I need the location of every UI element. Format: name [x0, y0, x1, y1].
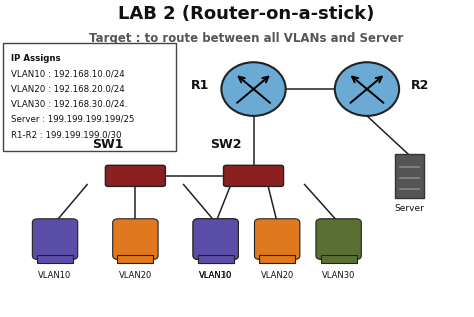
Text: IP Assigns: IP Assigns: [11, 54, 61, 63]
Text: SW1: SW1: [92, 139, 124, 152]
Text: VLAN10 : 192.168.10.0/24: VLAN10 : 192.168.10.0/24: [11, 69, 125, 79]
FancyBboxPatch shape: [316, 219, 361, 260]
Ellipse shape: [335, 62, 399, 116]
Text: VLAN30: VLAN30: [199, 270, 232, 280]
FancyBboxPatch shape: [395, 154, 424, 197]
FancyBboxPatch shape: [255, 219, 300, 260]
Ellipse shape: [221, 62, 286, 116]
FancyBboxPatch shape: [198, 255, 234, 263]
FancyBboxPatch shape: [224, 165, 283, 186]
FancyBboxPatch shape: [113, 219, 158, 260]
Text: Server : 199.199.199.199/25: Server : 199.199.199.199/25: [11, 115, 135, 124]
FancyBboxPatch shape: [198, 255, 234, 263]
Text: R2: R2: [411, 80, 429, 93]
Text: VLAN20 : 192.168.20.0/24: VLAN20 : 192.168.20.0/24: [11, 85, 125, 94]
FancyBboxPatch shape: [193, 219, 238, 260]
FancyBboxPatch shape: [118, 255, 154, 263]
Text: VLAN10: VLAN10: [38, 270, 72, 280]
Text: R1: R1: [191, 80, 210, 93]
FancyBboxPatch shape: [32, 219, 78, 260]
Text: VLAN30 : 192.168.30.0/24.: VLAN30 : 192.168.30.0/24.: [11, 100, 128, 109]
Text: VLAN20: VLAN20: [119, 270, 152, 280]
Text: VLAN30: VLAN30: [322, 270, 356, 280]
Text: Server: Server: [394, 204, 424, 213]
Text: SW2: SW2: [210, 139, 242, 152]
Text: Target : to route between all VLANs and Server: Target : to route between all VLANs and …: [89, 32, 404, 45]
FancyBboxPatch shape: [320, 255, 356, 263]
Text: R1-R2 : 199.199.199.0/30: R1-R2 : 199.199.199.0/30: [11, 130, 122, 139]
FancyBboxPatch shape: [37, 255, 73, 263]
Text: LAB 2 (Router-on-a-stick): LAB 2 (Router-on-a-stick): [118, 5, 374, 23]
FancyBboxPatch shape: [259, 255, 295, 263]
FancyBboxPatch shape: [3, 43, 175, 151]
FancyBboxPatch shape: [193, 219, 238, 260]
FancyBboxPatch shape: [105, 165, 165, 186]
Text: VLAN20: VLAN20: [261, 270, 294, 280]
Text: VLAN10: VLAN10: [199, 270, 232, 280]
